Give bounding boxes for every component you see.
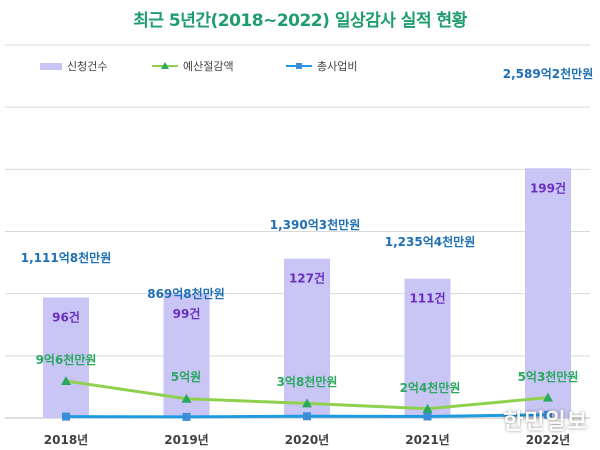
total-cost-point	[544, 410, 552, 419]
x-tick-label: 2022년	[526, 433, 570, 447]
budget-saving-point	[543, 392, 553, 402]
budget-saving-point	[302, 398, 312, 408]
budget-saving-point	[422, 403, 433, 413]
total-cost-data-label: 869억8천만원	[147, 286, 225, 301]
watermark: 한민일보	[503, 410, 588, 435]
legend-swatch-bar	[40, 62, 62, 70]
budget-saving-point	[61, 376, 71, 386]
total-cost-data-label: 1,235억4천만원	[385, 234, 475, 249]
x-tick-label: 2019년	[164, 433, 208, 447]
x-tick-label: 2018년	[44, 433, 88, 447]
budget-saving-data-label: 3억8천만원	[277, 374, 338, 389]
total-cost-data-label: 1,111억8천만원	[21, 250, 111, 265]
bar	[43, 297, 89, 418]
total-cost-point	[423, 412, 432, 421]
total-cost-data-label: 1,390억3천만원	[270, 217, 360, 232]
bar-data-label: 99건	[173, 306, 201, 321]
budget-saving-data-label: 5억원	[171, 370, 201, 384]
total-cost-point	[182, 412, 191, 421]
legend-swatch-budget-line	[152, 62, 178, 69]
budget-saving-data-label: 2억4천만원	[400, 380, 461, 395]
bar	[404, 278, 451, 418]
legend-item-total: 총사업비	[286, 58, 357, 74]
bar-data-label: 199건	[530, 180, 566, 195]
budget-saving-data-label: 9억6천만원	[36, 352, 97, 367]
bar	[525, 168, 571, 418]
x-tick-label: 2020년	[285, 433, 329, 447]
budget-saving-data-label: 5억3천만원	[518, 369, 579, 384]
legend-label-requests: 신청건수	[67, 60, 108, 73]
legend-label-total: 총사업비	[317, 60, 358, 73]
x-tick-label: 2021년	[405, 433, 449, 447]
bar	[284, 258, 330, 418]
legend-item-requests: 신청건수	[40, 58, 107, 74]
legend-swatch-total-line	[286, 63, 312, 69]
bar-data-label: 96건	[52, 310, 80, 325]
total-cost-point	[62, 412, 70, 421]
bar-data-label: 111건	[409, 291, 445, 306]
legend-item-budget: 예산절감액	[152, 58, 234, 74]
total-cost-point	[303, 412, 311, 421]
legend-label-budget: 예산절감액	[183, 60, 234, 73]
bar-data-label: 127건	[289, 271, 325, 286]
budget-saving-point	[181, 393, 192, 403]
chart-title: 최근 5년간(2018~2022) 일상감사 실적 현황	[133, 11, 467, 31]
total-cost-data-label: 2,589억2천만원	[503, 66, 593, 81]
